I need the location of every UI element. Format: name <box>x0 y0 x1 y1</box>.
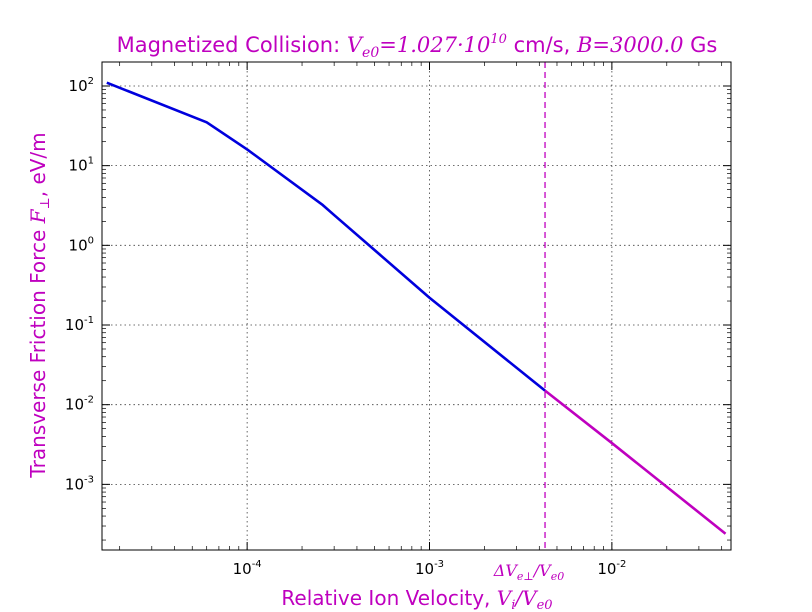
y-tick-label: 10-3 <box>65 474 94 493</box>
tick-layer <box>102 61 731 550</box>
title-prefix: Magnetized Collision: <box>117 33 347 57</box>
chart-title: Magnetized Collision: Ve0=1.027·1010 cm/… <box>117 32 718 61</box>
title-b-unit: Gs <box>683 33 717 57</box>
x-tick-label: 10-3 <box>415 559 444 578</box>
x-axis-label-slash: /V <box>513 586 539 610</box>
y-axis-label-text: Transverse Friction Force <box>26 223 50 478</box>
x-tick-label: 10-4 <box>233 559 262 578</box>
y-axis-label: Transverse Friction Force F⊥, eV/m <box>26 132 53 478</box>
title-ve0-value: =1.027·10 <box>379 33 490 57</box>
y-axis-label-unit: , eV/m <box>26 132 50 197</box>
vline-label-slash: /V <box>532 561 552 580</box>
y-tick-label: 102 <box>69 76 94 95</box>
y-axis-label-main: F <box>26 208 50 224</box>
title-b-symbol: B <box>576 33 592 57</box>
vline-label-sub2: e0 <box>551 570 565 583</box>
x-tick-label: 10-2 <box>597 559 626 578</box>
title-b-value: =3000.0 <box>592 33 683 57</box>
y-tick-label: 10-2 <box>65 395 94 414</box>
series-layer <box>106 81 727 535</box>
series-line-0 <box>106 81 546 392</box>
title-ve0-unit: cm/s, <box>507 33 577 57</box>
tick-label-layer: 10-4 10-3 10-2 10-3 10-2 10-1 100 101 102 <box>65 76 626 578</box>
y-axis-label-sub: ⊥ <box>38 197 53 209</box>
x-axis-label-sub: i <box>511 598 515 612</box>
y-tick-label: 101 <box>69 156 94 175</box>
vline-label-sub: e⊥ <box>517 570 534 583</box>
title-ve0-sub: e0 <box>362 45 379 61</box>
title-ve0-symbol: V <box>347 33 364 57</box>
vline-label: ΔVe⊥/Ve0 <box>493 561 564 583</box>
x-axis-label: Relative Ion Velocity, Vi/Ve0 <box>281 586 552 612</box>
y-tick-label: 100 <box>69 235 94 254</box>
y-tick-label: 10-1 <box>65 315 94 334</box>
series-line-1 <box>544 389 727 535</box>
vline-label-delta: Δ <box>493 561 506 580</box>
grid-layer <box>102 62 731 550</box>
plot-frame <box>101 61 732 551</box>
x-axis-label-sub2: e0 <box>537 598 553 612</box>
vline-label-main: V <box>505 561 518 580</box>
x-axis-label-text: Relative Ion Velocity, <box>281 586 496 610</box>
x-axis-label-main: V <box>497 586 514 610</box>
title-ve0-exp: 10 <box>490 32 507 47</box>
